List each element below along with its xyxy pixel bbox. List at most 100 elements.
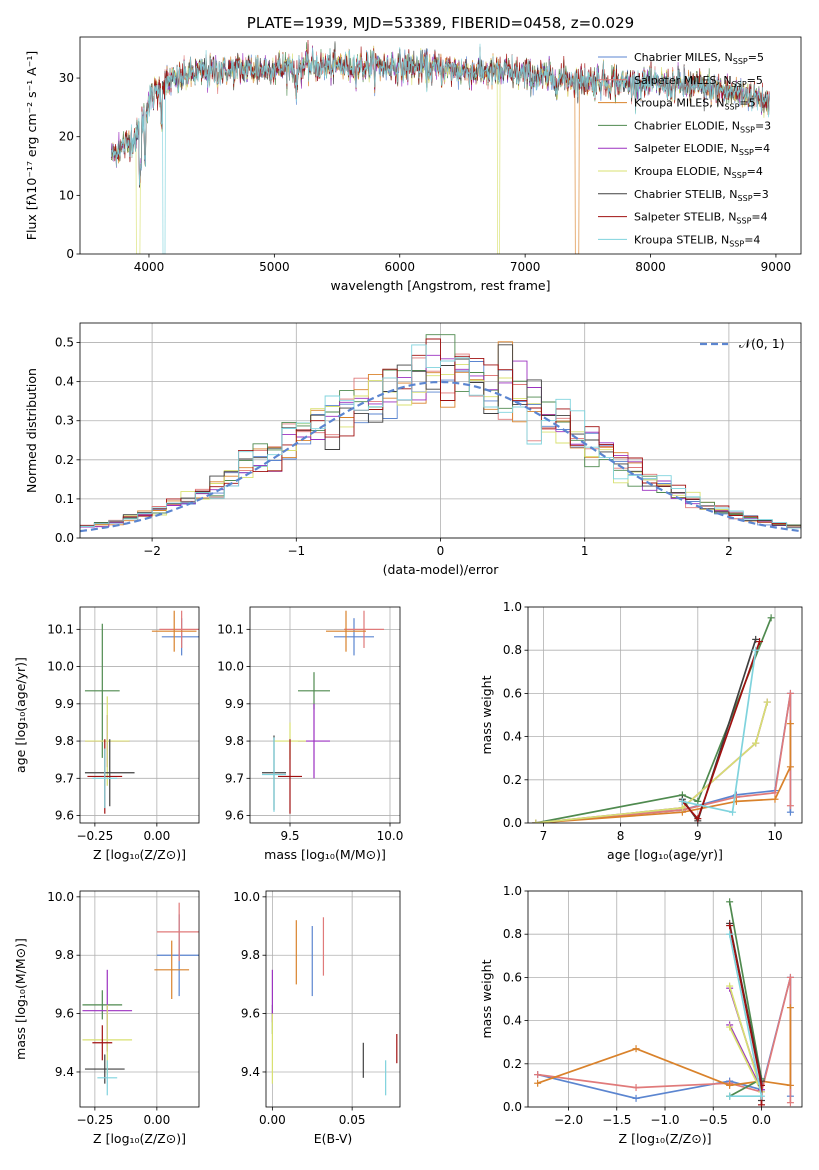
plot-area (532, 614, 794, 823)
legend-suffix: =3 (753, 188, 769, 201)
axes-frame (79, 606, 200, 824)
errorbar-point (262, 737, 286, 812)
x-tick-label: 8 (617, 829, 625, 843)
y-axis-label: Flux [fλ10⁻¹⁷ erg cm⁻² s⁻¹ A⁻¹] (24, 51, 39, 240)
mass-weight-line (535, 723, 792, 823)
panel-mass_vs_Z: −0.25 0.00 9.4 9.6 9.8 10.0 Z [log₁₀(Z/Z⊙)] mas… (13, 890, 200, 1146)
x-tick-label: 0.05 (339, 1113, 366, 1127)
mass-weight-marker (632, 1084, 640, 1092)
errorbar-point (278, 739, 302, 814)
legend-suffix: =4 (744, 233, 760, 246)
y-tick-label: 9.9 (225, 697, 244, 711)
spectrum-line (110, 43, 770, 254)
normal-reference-curve (80, 380, 801, 533)
legend-name: Salpeter ELODIE, N (634, 142, 739, 155)
legend-label: Kroupa ELODIE, NSSP=4 (634, 165, 763, 180)
errorbar-point (84, 696, 130, 786)
y-tick-label: 10 (59, 188, 74, 202)
mass-weight-marker (757, 1101, 765, 1107)
errorbar-point (92, 1025, 113, 1061)
errorbar-point (159, 610, 199, 648)
mass-weight-marker (678, 797, 686, 805)
plot-area (271, 917, 398, 1096)
legend-subscript: SSP (740, 125, 755, 134)
y-tick-label: 9.6 (241, 1007, 260, 1021)
axes-frame (79, 36, 802, 255)
x-tick-label: 0.0 (752, 1113, 771, 1127)
mass-weight-line (535, 692, 792, 823)
legend-label: Chabrier ELODIE, NSSP=3 (634, 119, 771, 134)
legend-subscript: SSP (729, 239, 744, 248)
errorbar-point (344, 610, 384, 648)
y-tick-label: 0.2 (55, 453, 74, 467)
y-tick-label: 10.0 (233, 890, 260, 904)
legend-suffix: =5 (748, 51, 764, 64)
x-tick-label: −1.5 (602, 1113, 631, 1127)
x-tick-label: −0.25 (76, 829, 113, 843)
x-tick-label: 7 (540, 829, 548, 843)
x-tick-label: 5000 (259, 260, 290, 274)
legend-label: Salpeter MILES, NSSP=5 (634, 74, 763, 89)
y-axis-label: mass weight (479, 675, 494, 754)
legend-label: Chabrier MILES, NSSP=5 (634, 51, 764, 66)
y-tick-label: 0.2 (503, 773, 522, 787)
legend-name: Salpeter STELIB, N (634, 211, 736, 224)
legend-suffix: =5 (739, 97, 755, 110)
y-tick-label: 10.0 (217, 660, 244, 674)
plot-area (110, 39, 770, 254)
axes-frame (249, 606, 401, 824)
x-axis-label: age [log₁₀(age/yr)] (607, 847, 723, 862)
legend-suffix: =4 (754, 142, 770, 155)
mass-weight-marker (726, 1092, 734, 1100)
x-tick-label: 1 (581, 544, 589, 558)
panel-age_vs_mass: 9.5 10.0 9.6 9.7 9.8 9.9 10.0 10.1 mass [log₁₀(M… (217, 606, 403, 862)
legend-label: 𝒩(0, 1) (739, 336, 785, 351)
mass-weight-marker (632, 1045, 640, 1053)
plot-area (80, 334, 801, 533)
mass-weight-marker (752, 646, 760, 654)
x-axis-label: Z [log₁₀(Z/Z⊙)] (93, 1131, 186, 1146)
grid (528, 606, 802, 824)
y-tick-label: 0.0 (503, 816, 522, 830)
y-tick-label: 0.6 (503, 686, 522, 700)
legend-label: Salpeter ELODIE, NSSP=4 (634, 142, 770, 157)
y-axis-label: mass [log₁₀(M/M⊙)] (13, 938, 28, 1060)
mass-weight-marker (786, 808, 794, 816)
legend-subscript: SSP (732, 80, 747, 89)
legend-subscript: SSP (736, 217, 751, 226)
legend-label: Chabrier STELIB, NSSP=3 (634, 188, 769, 203)
plot-area (84, 610, 199, 814)
legend-subscript: SSP (738, 194, 753, 203)
mass-weight-marker (786, 1099, 794, 1107)
y-tick-label: 0.0 (503, 1100, 522, 1114)
mass-weight-marker (786, 1081, 794, 1089)
mass-weight-marker (632, 1094, 640, 1102)
x-tick-label: 9 (694, 829, 702, 843)
legend-name: Kroupa MILES, N (634, 97, 724, 110)
legend-name: Chabrier ELODIE, N (634, 119, 740, 132)
x-tick-label: 0 (437, 544, 445, 558)
mass-weight-line (537, 1007, 792, 1087)
legend-subscript: SSP (724, 103, 739, 112)
histogram-step (80, 344, 801, 529)
x-tick-label: 0.00 (259, 1113, 286, 1127)
y-tick-label: 30 (59, 71, 74, 85)
mass-weight-line (535, 692, 792, 823)
legend-subscript: SSP (732, 171, 747, 180)
grid (266, 891, 400, 1107)
x-tick-label: 10 (767, 829, 782, 843)
y-tick-label: 9.6 (55, 1007, 74, 1021)
y-tick-label: 0.8 (503, 927, 522, 941)
y-tick-label: 10.1 (47, 622, 74, 636)
mass-weight-marker (752, 635, 760, 643)
y-tick-label: 0.4 (503, 1014, 522, 1028)
x-axis-label: mass [log₁₀(M/M⊙)] (264, 847, 386, 862)
x-tick-label: −2.0 (554, 1113, 583, 1127)
errorbar-point (154, 940, 190, 999)
x-tick-label: 8000 (635, 260, 666, 274)
mass-weight-marker (729, 808, 737, 816)
mass-weight-marker (694, 797, 702, 805)
mass-weight-marker (786, 763, 794, 771)
plot-area (262, 610, 384, 814)
y-tick-label: 10.1 (217, 622, 244, 636)
